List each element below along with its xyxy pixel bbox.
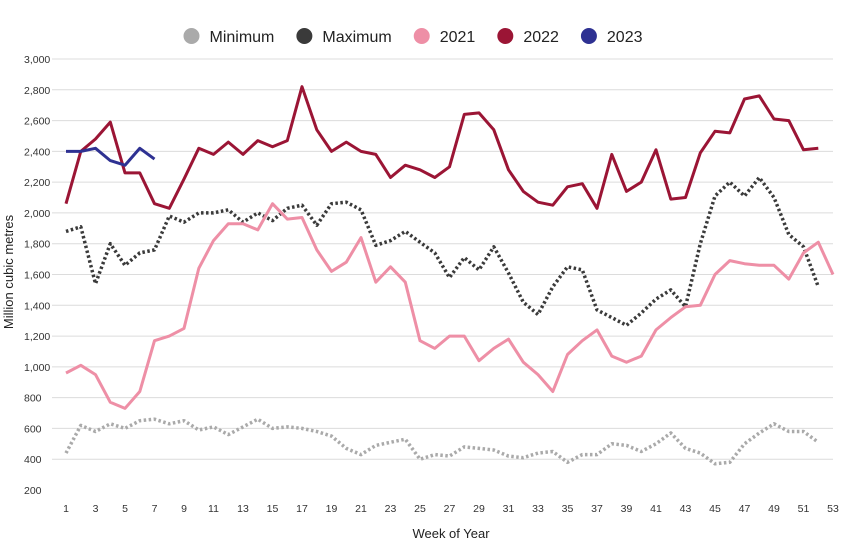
x-tick-label: 49: [768, 503, 780, 515]
y-axis-ticks: 200 400 600 800 1,000 1,200 1,400 1,600 1,800 2,0…: [24, 54, 50, 497]
x-tick-label: 39: [621, 503, 633, 515]
legend-label-2023: 2023: [607, 29, 643, 46]
y-tick-label: 2,000: [24, 208, 50, 220]
x-axis-ticks: 1 3 5 7 9 11 13 15 17 19 21 23 25 27 29 31 33 35 37 39 41 43 4…: [63, 503, 839, 515]
y-tick-label: 1,200: [24, 331, 50, 343]
x-tick-label: 45: [709, 503, 721, 515]
y-tick-label: 1,400: [24, 300, 50, 312]
legend-label-maximum: Maximum: [322, 29, 391, 46]
x-tick-label: 17: [296, 503, 308, 515]
x-tick-label: 33: [532, 503, 544, 515]
series-line-2022: [64, 85, 819, 210]
x-tick-label: 29: [473, 503, 485, 515]
legend-marker-2022: [497, 28, 514, 44]
x-tick-label: 9: [181, 503, 187, 515]
legend-marker-2023: [580, 28, 597, 44]
legend-label-2021: 2021: [440, 29, 476, 46]
x-tick-label: 25: [414, 503, 426, 515]
y-tick-label: 1,600: [24, 270, 50, 282]
legend: Minimum Maximum 2021 2022 2023: [183, 28, 643, 46]
legend-marker-minimum: [183, 28, 200, 44]
series-line-maximum: [65, 175, 820, 328]
x-tick-label: 23: [385, 503, 397, 515]
x-tick-label: 5: [122, 503, 128, 515]
y-tick-label: 1,800: [24, 239, 50, 251]
y-tick-label: 3,000: [24, 54, 50, 66]
y-axis-title: Million cubic metres: [1, 214, 16, 329]
x-tick-label: 27: [444, 503, 456, 515]
y-tick-label: 2,600: [24, 116, 50, 128]
x-tick-label: 47: [739, 503, 751, 515]
y-tick-label: 2,200: [24, 177, 50, 189]
x-tick-label: 53: [827, 503, 839, 515]
x-tick-label: 37: [591, 503, 603, 515]
series-line-minimum: [64, 417, 820, 466]
y-tick-label: 800: [24, 393, 42, 405]
x-tick-label: 21: [355, 503, 367, 515]
x-tick-label: 41: [650, 503, 662, 515]
legend-label-2022: 2022: [523, 29, 559, 46]
x-tick-label: 15: [267, 503, 279, 515]
y-tick-label: 2,400: [24, 146, 50, 158]
y-tick-label: 1,000: [24, 362, 50, 374]
x-tick-label: 51: [798, 503, 810, 515]
x-tick-label: 35: [562, 503, 574, 515]
y-tick-label: 400: [24, 454, 42, 466]
series-lines: [64, 85, 835, 466]
x-tick-label: 13: [237, 503, 249, 515]
x-axis-title: Week of Year: [412, 526, 490, 541]
x-tick-label: 1: [63, 503, 69, 515]
x-tick-label: 3: [93, 503, 99, 515]
series-line-2021: [65, 202, 835, 410]
y-tick-label: 2,800: [24, 85, 50, 97]
x-tick-label: 19: [326, 503, 338, 515]
legend-label-minimum: Minimum: [209, 29, 274, 46]
x-tick-label: 43: [680, 503, 692, 515]
x-tick-label: 11: [208, 503, 219, 515]
x-tick-label: 7: [152, 503, 158, 515]
y-tick-label: 600: [24, 423, 42, 435]
series-line-2023: [66, 146, 156, 167]
legend-marker-2021: [413, 28, 430, 44]
x-tick-label: 31: [503, 503, 515, 515]
gridlines: [52, 58, 833, 460]
y-tick-label: 200: [24, 485, 42, 497]
legend-marker-maximum: [296, 28, 313, 44]
